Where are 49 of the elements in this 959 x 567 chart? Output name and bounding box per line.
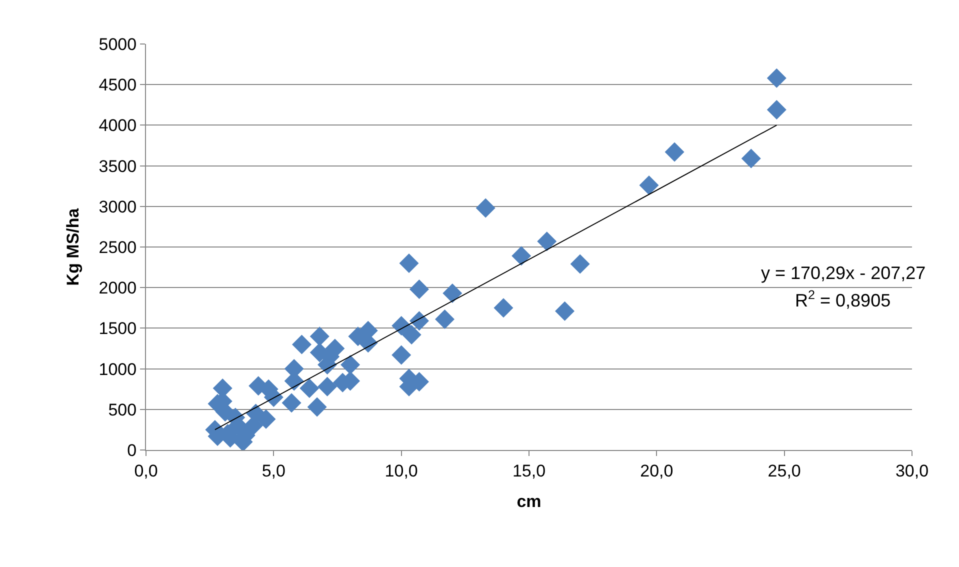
x-tick-label: 25,0 xyxy=(768,461,801,480)
y-tick-label: 500 xyxy=(108,400,137,420)
point xyxy=(664,142,684,162)
y-tick-label: 1500 xyxy=(98,319,137,338)
point xyxy=(741,148,761,168)
point xyxy=(442,284,462,304)
y-tick-label: 3000 xyxy=(98,197,137,216)
point xyxy=(392,345,412,365)
y-axis-title: Kg MS/ha xyxy=(63,208,82,286)
point xyxy=(300,378,320,398)
point xyxy=(494,298,514,318)
y-tick-label: 0 xyxy=(127,440,137,460)
point xyxy=(392,316,412,336)
point xyxy=(402,324,422,344)
x-tick-label: 30,0 xyxy=(895,461,929,480)
point xyxy=(512,246,532,266)
point xyxy=(409,279,429,299)
x-tick-label: 15,0 xyxy=(512,461,546,480)
point xyxy=(310,326,330,346)
point xyxy=(307,397,327,417)
point xyxy=(256,409,276,429)
point xyxy=(537,232,557,252)
x-tick-label: 0,0 xyxy=(134,461,158,480)
y-tick-label: 2000 xyxy=(98,278,137,298)
point xyxy=(570,254,590,274)
point xyxy=(766,100,786,120)
y-tick-label: 4000 xyxy=(98,116,137,136)
x-tick-label: 5,0 xyxy=(262,461,286,480)
y-tick-label: 4500 xyxy=(98,76,137,95)
point xyxy=(318,376,338,396)
x-tick-label: 10,0 xyxy=(384,461,418,480)
y-tick-label: 3500 xyxy=(98,156,137,176)
point xyxy=(555,301,574,321)
x-tick-label: 20,0 xyxy=(640,461,674,480)
point xyxy=(476,198,496,218)
y-tick-label: 5000 xyxy=(98,34,137,54)
point xyxy=(409,311,429,331)
point xyxy=(434,310,454,330)
y-tick-label: 2500 xyxy=(98,238,137,257)
point xyxy=(766,68,786,88)
y-tick-label: 1000 xyxy=(98,360,137,379)
x-axis-title: cm xyxy=(516,492,542,511)
annotation: y = 170,29x - 207,27 xyxy=(761,263,926,283)
point xyxy=(292,334,312,354)
point xyxy=(282,393,302,413)
point xyxy=(399,253,419,273)
point xyxy=(639,176,659,196)
point xyxy=(340,354,360,374)
annotation: R$^{2}$ = 0,8905 xyxy=(795,288,891,311)
